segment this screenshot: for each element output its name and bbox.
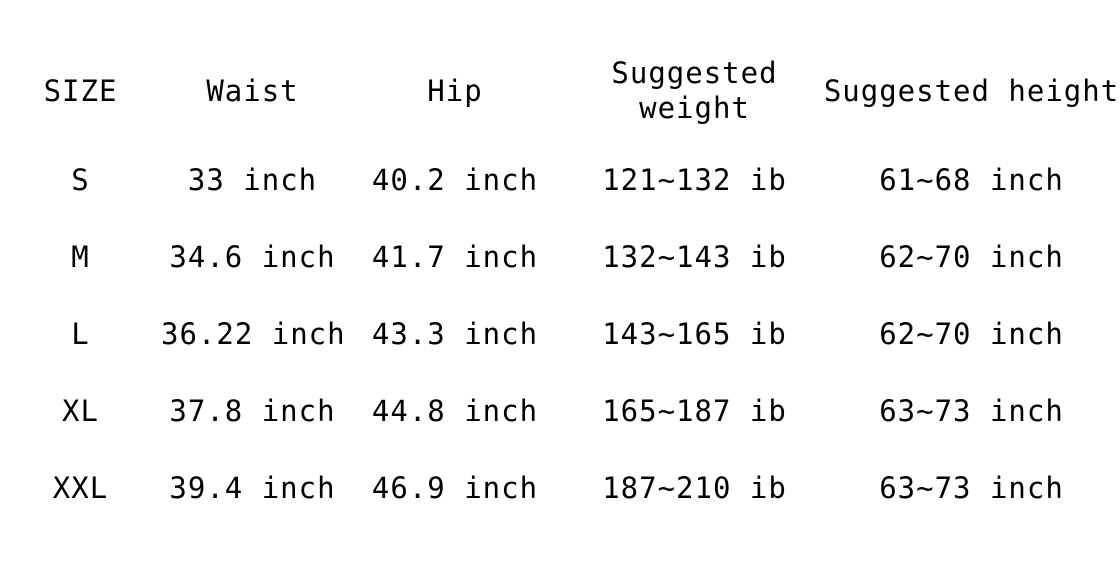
cell-waist-value: 37.8 inch [169, 394, 336, 429]
column-header-hip: Hip [427, 73, 483, 108]
cell-size-label: S [71, 163, 90, 198]
cell-height-range: 63~73 inch [879, 471, 1064, 506]
column-header-suggested-height: Suggested height [823, 73, 1120, 108]
table-row-m: M 34.6 inch 41.7 inch 132~143 ib 62~70 i… [0, 219, 1120, 296]
cell-hip-value: 40.2 inch [371, 163, 539, 198]
size-chart-table: SIZE Waist Hip Suggested weight Suggeste… [0, 40, 1120, 527]
table-row-xl: XL 37.8 inch 44.8 inch 165~187 ib 63~73 … [0, 373, 1120, 450]
table-row-s: S 33 inch 40.2 inch 121~132 ib 61~68 inc… [0, 142, 1120, 219]
table-row-l: L 36.22 inch 43.3 inch 143~165 ib 62~70 … [0, 296, 1120, 373]
cell-size-label: XL [62, 394, 99, 429]
cell-waist-value: 34.6 inch [169, 240, 336, 275]
cell-hip-value: 46.9 inch [371, 471, 539, 506]
cell-weight-range: 165~187 ib [602, 394, 787, 429]
cell-waist-value: 33 inch [187, 163, 318, 198]
cell-weight-range: 143~165 ib [602, 317, 787, 352]
cell-hip-value: 43.3 inch [371, 317, 539, 352]
cell-weight-range: 187~210 ib [602, 471, 787, 506]
cell-height-range: 62~70 inch [879, 240, 1064, 275]
cell-waist-value: 39.4 inch [169, 471, 336, 506]
column-header-suggested-weight: Suggested weight [611, 56, 778, 125]
cell-size-label: XXL [52, 471, 109, 506]
table-header-row: SIZE Waist Hip Suggested weight Suggeste… [0, 40, 1120, 142]
column-header-size: SIZE [43, 73, 118, 108]
cell-waist-value: 36.22 inch [161, 317, 346, 352]
cell-size-label: L [71, 317, 90, 352]
table-row-xxl: XXL 39.4 inch 46.9 inch 187~210 ib 63~73… [0, 450, 1120, 527]
cell-weight-range: 132~143 ib [602, 240, 787, 275]
cell-height-range: 61~68 inch [879, 163, 1064, 198]
cell-hip-value: 41.7 inch [371, 240, 539, 275]
cell-hip-value: 44.8 inch [371, 394, 539, 429]
column-header-waist: Waist [206, 73, 299, 108]
cell-weight-range: 121~132 ib [602, 163, 787, 198]
cell-height-range: 63~73 inch [879, 394, 1064, 429]
cell-size-label: M [71, 240, 90, 275]
cell-height-range: 62~70 inch [879, 317, 1064, 352]
